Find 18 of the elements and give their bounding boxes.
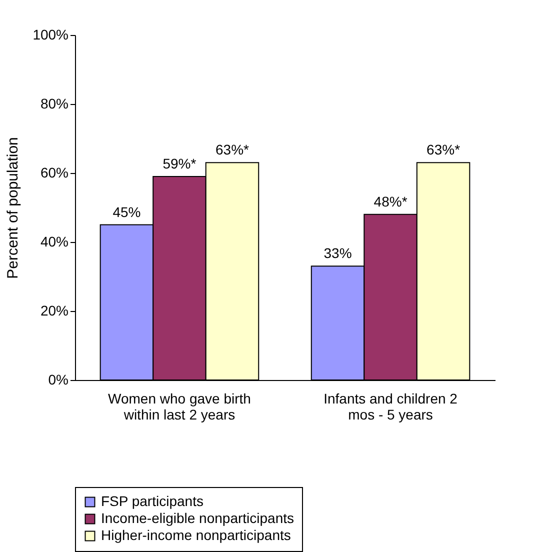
data-label: 45% xyxy=(112,204,141,220)
y-tick-label: 20% xyxy=(40,302,68,318)
y-tick-label: 40% xyxy=(40,234,68,250)
x-tick-label: Infants and children 2 mos - 5 years xyxy=(324,390,458,422)
data-label: 59%* xyxy=(162,155,197,172)
data-label: 63%* xyxy=(216,142,250,158)
data-label: 48%* xyxy=(374,193,408,210)
y-tick-label: 60% xyxy=(40,164,68,180)
x-tick-label: Women who gave birth within last 2 years xyxy=(108,390,251,422)
legend-label: FSP participants xyxy=(101,493,204,509)
y-tick-label: 100% xyxy=(32,26,68,42)
y-tick-label: 80% xyxy=(40,96,68,112)
legend-label: Income-eligible nonparticipants xyxy=(101,510,294,526)
y-tick-label: 0% xyxy=(48,372,68,388)
data-label: 63%* xyxy=(426,142,461,158)
data-label: 33% xyxy=(324,245,352,262)
legend-label: Higher-income nonparticipants xyxy=(101,527,291,543)
y-axis-title: Percent of population xyxy=(4,137,22,279)
